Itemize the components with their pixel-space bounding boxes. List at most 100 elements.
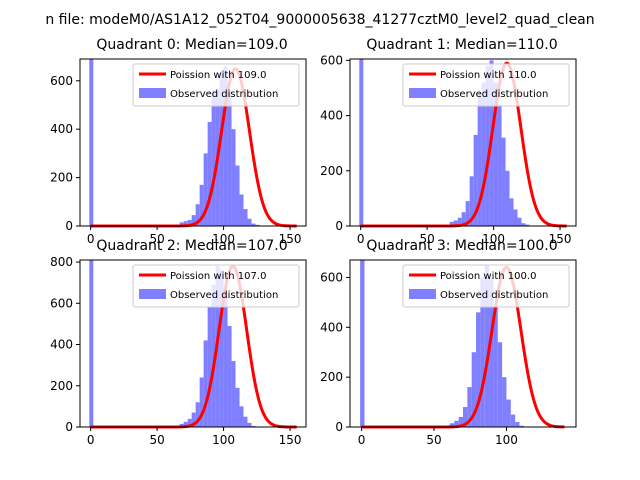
- legend-box: [132, 63, 300, 107]
- hist-bar: [231, 129, 236, 226]
- panel-quadrant-0: 0 50 100 150 0 200 400 600 Poission with 109.0 Ob…: [50, 37, 307, 246]
- hist-bar: [476, 312, 481, 427]
- hist-bar: [449, 221, 454, 226]
- hist-bar: [179, 222, 184, 226]
- x-tick-label: 150: [279, 433, 302, 447]
- y-tick-label: 400: [320, 320, 343, 334]
- x-tick-label: 0: [358, 433, 366, 447]
- hist-bar: [211, 284, 216, 427]
- x-tick-label: 150: [549, 232, 572, 246]
- hist-bar: [203, 153, 208, 226]
- hist-bar: [235, 387, 240, 427]
- legend-hist-label: Observed distribution: [170, 89, 278, 100]
- legend-box: [402, 63, 570, 107]
- hist-bar: [477, 93, 482, 226]
- hist-bar: [207, 121, 212, 226]
- y-tick-label: 0: [65, 420, 73, 434]
- hist-bar: [469, 176, 474, 226]
- panel-quadrant-3: 0 50 100 0 200 400 600 Poission with 100.0 Obser…: [320, 238, 577, 447]
- hist-bar: [227, 325, 232, 427]
- y-tick-label: 200: [320, 370, 343, 384]
- legend-hist-swatch: [139, 88, 166, 98]
- panel-title-0: Quadrant 0: Median=109.0: [96, 37, 287, 53]
- panel-title-2: Quadrant 2: Median=107.0: [96, 238, 287, 254]
- hist-bar: [255, 224, 260, 226]
- hist-bar: [239, 406, 244, 427]
- hist-bar: [473, 134, 478, 226]
- hist-bar: [465, 201, 470, 226]
- hist-bar: [525, 224, 530, 226]
- hist-bar: [191, 215, 196, 226]
- panel-title-3: Quadrant 3: Median=100.0: [366, 238, 557, 254]
- hist-bar: [183, 221, 188, 226]
- y-tick-label: 0: [335, 420, 343, 434]
- hist-bar: [480, 277, 485, 427]
- hist-bar: [199, 377, 204, 427]
- legend-box: [402, 264, 570, 308]
- hist-bar: [510, 414, 516, 427]
- hist-bar: [517, 217, 522, 226]
- axes-frame: [349, 259, 577, 428]
- y-tick-label: 200: [50, 379, 73, 393]
- panel-quadrant-1: 0 50 100 150 0 200 400 600 Poission with 110.0 Ob…: [320, 37, 577, 246]
- hist-bar-zero: [359, 59, 364, 226]
- hist-bar: [506, 399, 511, 427]
- hist-bar: [191, 412, 196, 427]
- y-tick-label: 200: [320, 164, 343, 178]
- legend-curve-label: Poission with 100.0: [440, 271, 536, 282]
- hist-bar: [467, 387, 472, 427]
- hist-bar: [211, 90, 216, 226]
- hist-bar: [227, 90, 232, 226]
- x-tick-label: 50: [149, 232, 164, 246]
- hist-bar: [493, 307, 498, 427]
- legend-box: [132, 264, 300, 308]
- x-tick-label: 50: [426, 433, 441, 447]
- hist-bar: [207, 307, 212, 427]
- hist-bar-zero: [89, 260, 94, 427]
- x-tick-label: 50: [419, 232, 434, 246]
- hist-bar: [203, 340, 208, 427]
- x-tick-label: 150: [279, 232, 302, 246]
- x-tick-label: 0: [87, 433, 95, 447]
- hist-bar: [505, 170, 510, 226]
- x-tick-label: 100: [212, 433, 235, 447]
- figure-title: n file: modeM0/AS1A12_052T04_9000005638_…: [45, 12, 594, 28]
- y-tick-label: 0: [65, 219, 73, 233]
- y-tick-label: 0: [335, 219, 343, 233]
- hist-bar: [251, 425, 256, 427]
- hist-bar: [493, 82, 498, 227]
- hist-bar: [195, 402, 200, 427]
- panel-quadrant-2: 0 50 100 150 0 200 400 600 800 Poission with 107.…: [50, 238, 307, 447]
- legend-hist-swatch: [139, 289, 166, 299]
- hist-bar: [501, 137, 506, 226]
- legend-curve-label: Poission with 107.0: [170, 271, 266, 282]
- x-tick-label: 0: [357, 232, 365, 246]
- hist-bar: [509, 198, 514, 226]
- hist-bar: [243, 416, 248, 427]
- hist-bar: [458, 417, 463, 427]
- hist-bar: [195, 204, 200, 226]
- legend-hist-swatch: [409, 289, 436, 299]
- hist-bar: [243, 209, 248, 226]
- hist-bar: [235, 165, 240, 226]
- hist-bar: [199, 184, 204, 226]
- hist-bar: [461, 212, 466, 226]
- hist-bar: [471, 352, 477, 427]
- x-tick-label: 100: [482, 232, 505, 246]
- x-tick-label: 100: [212, 232, 235, 246]
- hist-bar-zero: [89, 59, 94, 226]
- hist-bar: [231, 361, 236, 427]
- hist-bar: [521, 223, 526, 226]
- y-tick-label: 600: [320, 270, 343, 284]
- legend-curve-label: Poission with 109.0: [170, 70, 266, 81]
- hist-bar: [454, 420, 459, 427]
- legend-hist-label: Observed distribution: [170, 290, 278, 301]
- legend-hist-label: Observed distribution: [440, 290, 548, 301]
- legend-hist-label: Observed distribution: [440, 89, 548, 100]
- hist-bar: [519, 425, 524, 427]
- hist-bar: [463, 407, 468, 427]
- hist-bar: [223, 66, 228, 227]
- axes-frame: [349, 58, 577, 227]
- hist-bar: [481, 82, 486, 227]
